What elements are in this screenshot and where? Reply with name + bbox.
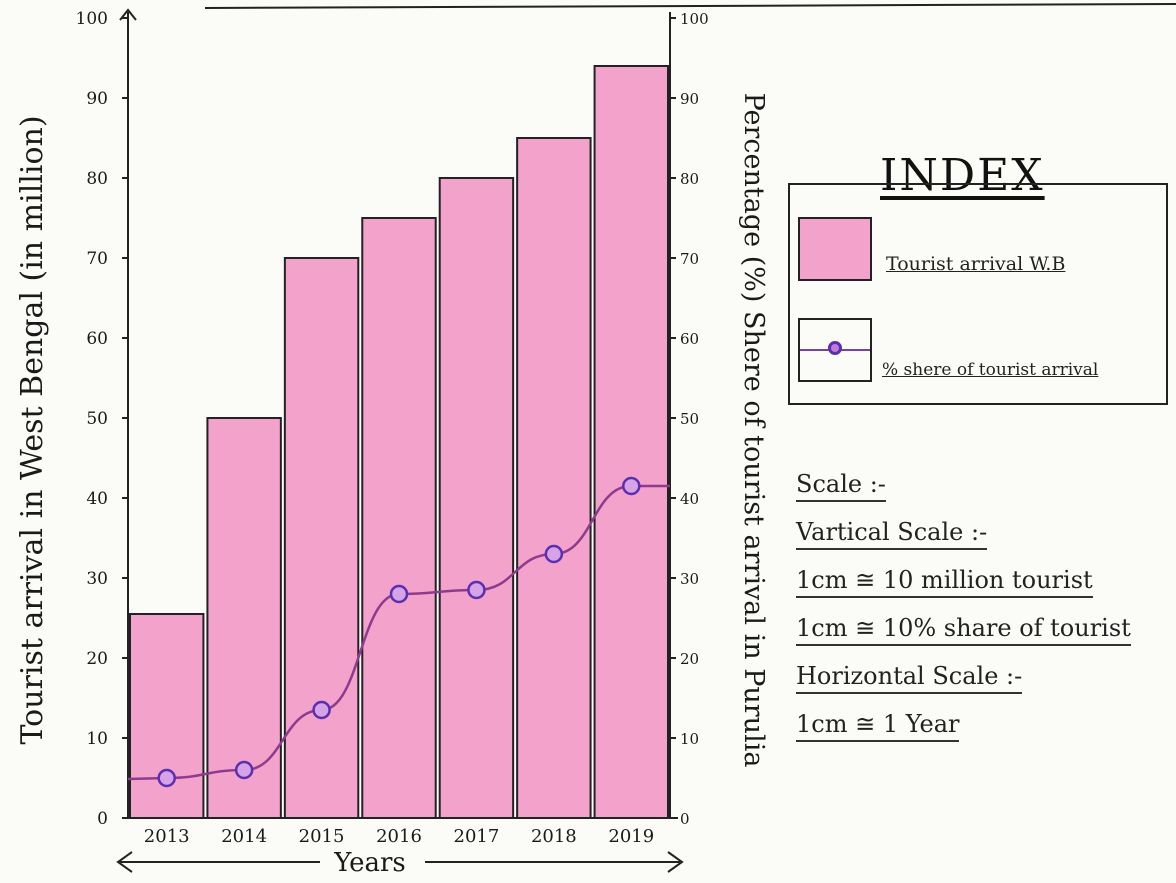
bar-2018	[516, 137, 592, 819]
y-tick-50: 50	[86, 409, 108, 429]
horizontal-scale-line: 1cm ≅ 1 Year	[796, 710, 960, 742]
y-tick-100: 100	[76, 9, 108, 29]
y2-tick-90: 90	[680, 90, 699, 108]
y2-tick-10: 10	[680, 730, 699, 748]
bar-2019	[593, 65, 669, 819]
y2-axis-label: Percentage (%) Shere of tourist arrival …	[738, 93, 769, 768]
y-tick-20: 20	[86, 649, 108, 669]
y-tick-30: 30	[86, 569, 108, 589]
vertical-scale-line-2: 1cm ≅ 10% share of tourist	[796, 614, 1131, 646]
y-tick-70: 70	[86, 249, 108, 269]
bar-2016	[361, 217, 437, 819]
y2-tick-70: 70	[680, 250, 699, 268]
x-tick-2017: 2017	[454, 826, 500, 847]
line-point-2017	[467, 580, 486, 600]
bars-layer	[129, 65, 669, 819]
bar-2017	[438, 177, 515, 819]
y-axis-arrowhead	[119, 8, 137, 21]
line-point-2019	[622, 476, 641, 496]
x-axis-label: Years	[333, 848, 406, 878]
y-tick-80: 80	[86, 169, 108, 189]
y-tick-60: 60	[86, 329, 108, 349]
scale-notes: Scale :- Vartical Scale :- 1cm ≅ 10 mill…	[796, 470, 1166, 758]
line-point-2015	[312, 700, 331, 720]
y2-tick-60: 60	[680, 330, 699, 348]
scale-title: Scale :-	[796, 470, 886, 502]
y-tick-90: 90	[86, 89, 108, 109]
labels-layer: Tourist arrival in West Bengal (in milli…	[15, 93, 769, 878]
legend-item-line: % shere of tourist arrival	[882, 360, 1099, 380]
y-tick-0: 0	[97, 809, 108, 829]
legend-box: Tourist arrival W.B % shere of tourist a…	[788, 183, 1168, 405]
legend-item-bars: Tourist arrival W.B	[886, 253, 1066, 275]
bar-2013	[129, 613, 205, 819]
line-point-2018	[544, 544, 564, 564]
line-point-2013	[157, 768, 176, 788]
y2-tick-30: 30	[680, 570, 699, 588]
x-tick-2016: 2016	[376, 826, 422, 847]
line-point-2016	[389, 584, 409, 604]
bar-2015	[283, 257, 360, 819]
y2-tick-40: 40	[680, 490, 699, 508]
horizontal-scale-title: Horizontal Scale :-	[796, 662, 1023, 694]
y2-tick-50: 50	[680, 410, 699, 428]
axes-layer	[119, 8, 678, 819]
y-tick-10: 10	[86, 729, 108, 749]
y2-tick-80: 80	[680, 170, 699, 188]
legend-title: INDEX	[880, 150, 1045, 201]
x-axis-arrow	[116, 851, 684, 873]
legend-bar-swatch	[798, 217, 872, 281]
x-tick-2015: 2015	[299, 826, 345, 847]
y-tick-40: 40	[86, 489, 108, 509]
x-tick-2014: 2014	[221, 826, 267, 847]
ticks-layer: 2013 2014 2015 2016 2017 2018 2019 0 10 20 30 40 50 6…	[76, 9, 709, 847]
y-axis-label: Tourist arrival in West Bengal (in milli…	[15, 115, 50, 744]
y2-tick-0: 0	[680, 810, 690, 828]
x-tick-2018: 2018	[531, 826, 577, 847]
legend-line-swatch	[798, 318, 872, 382]
legend-marker-sample	[828, 341, 842, 355]
x-tick-2013: 2013	[144, 826, 190, 847]
vertical-scale-line-1: 1cm ≅ 10 million tourist	[796, 566, 1093, 598]
line-point-2014	[234, 760, 254, 780]
vertical-scale-title: Vartical Scale :-	[796, 518, 988, 550]
y2-tick-20: 20	[680, 650, 699, 668]
line-layer	[127, 476, 670, 788]
y2-tick-100: 100	[680, 10, 709, 28]
bar-2014	[206, 417, 282, 819]
x-tick-2019: 2019	[608, 826, 654, 847]
